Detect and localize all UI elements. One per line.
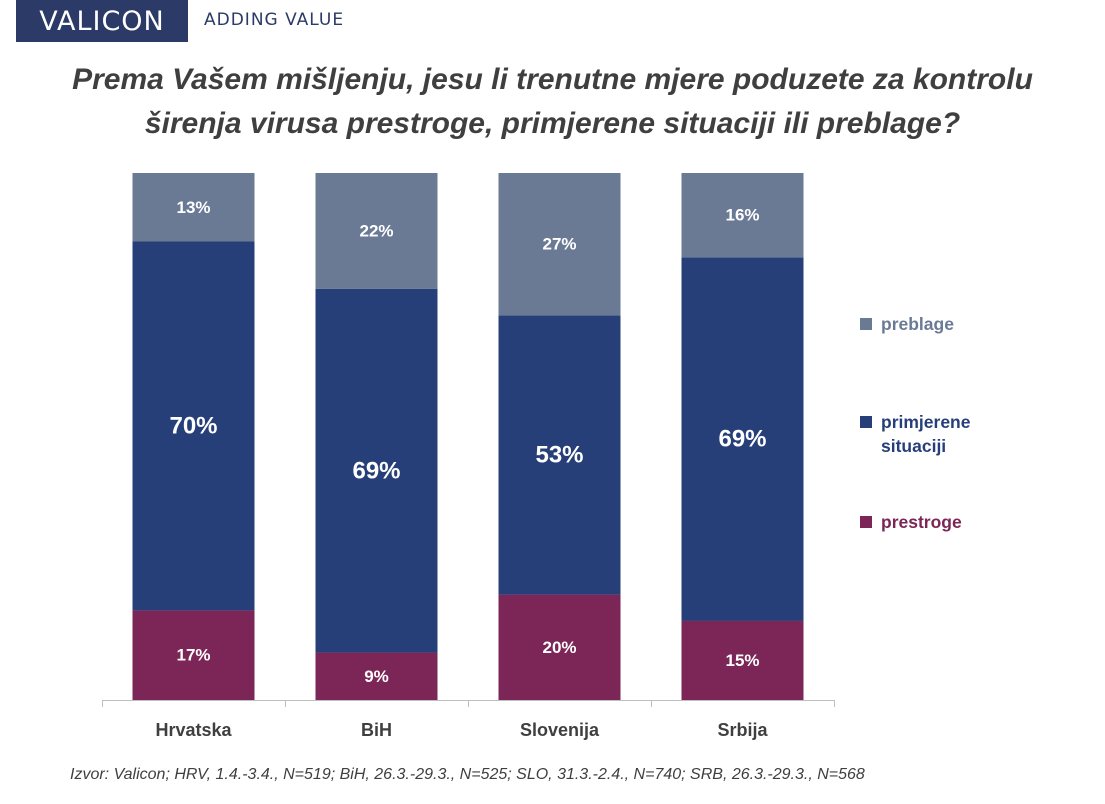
bar-primjerene-situaciji-slovenija [498, 315, 621, 595]
data-label-prestroge-slovenija: 20% [542, 638, 576, 657]
x-tick-label-hrvatska: Hrvatska [155, 720, 232, 740]
data-label-preblage-hrvatska: 13% [176, 198, 210, 217]
data-label-prestroge-bih: 9% [364, 667, 389, 686]
legend-label-preblage: preblage [881, 314, 954, 334]
legend-item-primjerene-situaciji: primjerene situaciji [860, 410, 1001, 458]
x-tick-label-slovenija: Slovenija [520, 720, 600, 740]
logo-text: VALICON [39, 5, 165, 37]
data-label-primjerene-situaciji-slovenija: 53% [535, 441, 583, 468]
bar-prestroge-slovenija [498, 594, 621, 700]
data-label-preblage-bih: 22% [359, 221, 393, 240]
data-label-prestroge-srbija: 15% [725, 651, 759, 670]
bar-primjerene-situaciji-hrvatska [132, 241, 255, 611]
data-label-prestroge-hrvatska: 17% [176, 646, 210, 665]
data-label-primjerene-situaciji-bih: 69% [352, 457, 400, 484]
legend-item-prestroge: prestroge [860, 510, 1001, 534]
bar-preblage-slovenija [498, 173, 621, 316]
legend-label-prestroge: prestroge [881, 512, 962, 532]
legend-swatch-primjerene-situaciji [860, 416, 872, 428]
data-label-preblage-slovenija: 27% [542, 235, 576, 254]
bar-preblage-bih [315, 173, 438, 289]
legend-swatch-prestroge [860, 516, 872, 528]
bar-preblage-srbija [681, 173, 804, 258]
valicon-logo: VALICON [16, 0, 188, 42]
legend-label-primjerene-situaciji: primjerene situaciji [881, 412, 971, 456]
data-label-primjerene-situaciji-hrvatska: 70% [169, 412, 217, 439]
source-note: Izvor: Valicon; HRV, 1.4.-3.4., N=519; B… [70, 766, 865, 783]
bar-prestroge-srbija [681, 620, 804, 700]
x-tick-label-bih: BiH [361, 720, 392, 740]
bar-prestroge-hrvatska [132, 610, 255, 700]
legend-item-preblage: preblage [860, 312, 1001, 336]
legend-swatch-preblage [860, 318, 872, 330]
x-tick-label-srbija: Srbija [717, 720, 768, 740]
data-label-preblage-srbija: 16% [725, 206, 759, 225]
bar-primjerene-situaciji-srbija [681, 257, 804, 621]
bar-primjerene-situaciji-bih [315, 288, 438, 653]
bar-preblage-hrvatska [132, 173, 255, 242]
title-line-2: širenja virusa prestroge, primjerene sit… [144, 107, 961, 140]
chart-title: Prema Vašem mišljenju, jesu li trenutne … [10, 58, 1095, 146]
data-label-primjerene-situaciji-srbija: 69% [718, 426, 766, 453]
bar-prestroge-bih [315, 652, 438, 700]
title-line-1: Prema Vašem mišljenju, jesu li trenutne … [72, 63, 1033, 96]
tagline: ADDING VALUE [204, 10, 345, 30]
